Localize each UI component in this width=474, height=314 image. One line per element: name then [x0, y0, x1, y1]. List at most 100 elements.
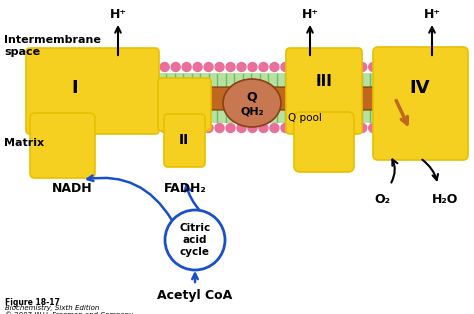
Circle shape: [165, 210, 225, 270]
Circle shape: [435, 123, 444, 133]
Circle shape: [83, 62, 92, 72]
Circle shape: [303, 62, 312, 72]
Circle shape: [193, 123, 202, 133]
Circle shape: [128, 123, 136, 133]
FancyBboxPatch shape: [373, 47, 468, 160]
Circle shape: [369, 123, 378, 133]
Circle shape: [446, 62, 455, 72]
Circle shape: [336, 123, 345, 133]
Circle shape: [336, 62, 345, 72]
Circle shape: [94, 123, 103, 133]
Circle shape: [149, 62, 158, 72]
Circle shape: [138, 62, 147, 72]
Circle shape: [347, 62, 356, 72]
Circle shape: [116, 123, 125, 133]
Circle shape: [116, 62, 125, 72]
Circle shape: [412, 123, 421, 133]
Text: H⁺: H⁺: [109, 8, 127, 21]
Circle shape: [446, 123, 455, 133]
Text: H⁺: H⁺: [423, 8, 440, 21]
Circle shape: [270, 62, 279, 72]
Bar: [28, 73, 466, 123]
FancyBboxPatch shape: [294, 112, 354, 172]
Circle shape: [347, 123, 356, 133]
Circle shape: [73, 123, 82, 133]
Text: Q: Q: [246, 90, 257, 104]
FancyBboxPatch shape: [26, 48, 159, 134]
FancyBboxPatch shape: [158, 78, 211, 131]
Circle shape: [281, 62, 290, 72]
Circle shape: [358, 123, 367, 133]
Circle shape: [391, 123, 400, 133]
Circle shape: [325, 62, 334, 72]
Text: Q pool: Q pool: [288, 113, 322, 123]
Circle shape: [160, 123, 169, 133]
Circle shape: [248, 62, 257, 72]
FancyBboxPatch shape: [286, 48, 362, 134]
Circle shape: [314, 62, 323, 72]
Text: Figure 18-17: Figure 18-17: [5, 298, 60, 307]
Circle shape: [193, 62, 202, 72]
Circle shape: [424, 62, 433, 72]
Circle shape: [94, 62, 103, 72]
Circle shape: [380, 123, 389, 133]
Text: Biochemistry, Sixth Edition: Biochemistry, Sixth Edition: [5, 305, 100, 311]
Circle shape: [73, 62, 82, 72]
Circle shape: [204, 62, 213, 72]
FancyArrowPatch shape: [396, 100, 407, 124]
Text: O₂: O₂: [374, 193, 390, 206]
Circle shape: [358, 62, 367, 72]
Circle shape: [401, 62, 410, 72]
Text: II: II: [179, 133, 189, 147]
FancyBboxPatch shape: [30, 113, 95, 178]
Text: H⁺: H⁺: [301, 8, 319, 21]
Circle shape: [456, 123, 465, 133]
Circle shape: [292, 123, 301, 133]
Circle shape: [39, 62, 48, 72]
Circle shape: [303, 123, 312, 133]
Text: NADH: NADH: [52, 182, 92, 195]
Circle shape: [138, 123, 147, 133]
Text: © 2007 W.H. Freeman and Company: © 2007 W.H. Freeman and Company: [5, 311, 133, 314]
Circle shape: [435, 62, 444, 72]
Circle shape: [325, 123, 334, 133]
Circle shape: [28, 123, 37, 133]
Circle shape: [380, 62, 389, 72]
Circle shape: [105, 62, 114, 72]
Circle shape: [226, 62, 235, 72]
Circle shape: [160, 62, 169, 72]
Circle shape: [412, 62, 421, 72]
Text: IV: IV: [410, 79, 430, 97]
FancyBboxPatch shape: [164, 114, 205, 167]
Circle shape: [149, 123, 158, 133]
Text: FADH₂: FADH₂: [164, 182, 206, 195]
Circle shape: [259, 62, 268, 72]
Circle shape: [171, 123, 180, 133]
Ellipse shape: [223, 79, 281, 127]
Text: QH₂: QH₂: [240, 106, 264, 116]
Circle shape: [50, 62, 59, 72]
Text: Acetyl CoA: Acetyl CoA: [157, 289, 233, 301]
Text: III: III: [316, 74, 332, 89]
Circle shape: [237, 123, 246, 133]
Circle shape: [292, 62, 301, 72]
Circle shape: [281, 123, 290, 133]
Circle shape: [259, 123, 268, 133]
Circle shape: [401, 123, 410, 133]
Text: Matrix: Matrix: [4, 138, 44, 148]
Circle shape: [424, 123, 433, 133]
Circle shape: [171, 62, 180, 72]
Text: Citric
acid
cycle: Citric acid cycle: [179, 223, 210, 257]
Text: H₂O: H₂O: [432, 193, 458, 206]
Circle shape: [39, 123, 48, 133]
Circle shape: [28, 62, 37, 72]
Circle shape: [215, 123, 224, 133]
Text: I: I: [72, 79, 78, 97]
Circle shape: [215, 62, 224, 72]
Circle shape: [248, 123, 257, 133]
Circle shape: [105, 123, 114, 133]
Circle shape: [456, 62, 465, 72]
Circle shape: [128, 62, 136, 72]
Circle shape: [50, 123, 59, 133]
Circle shape: [182, 123, 191, 133]
